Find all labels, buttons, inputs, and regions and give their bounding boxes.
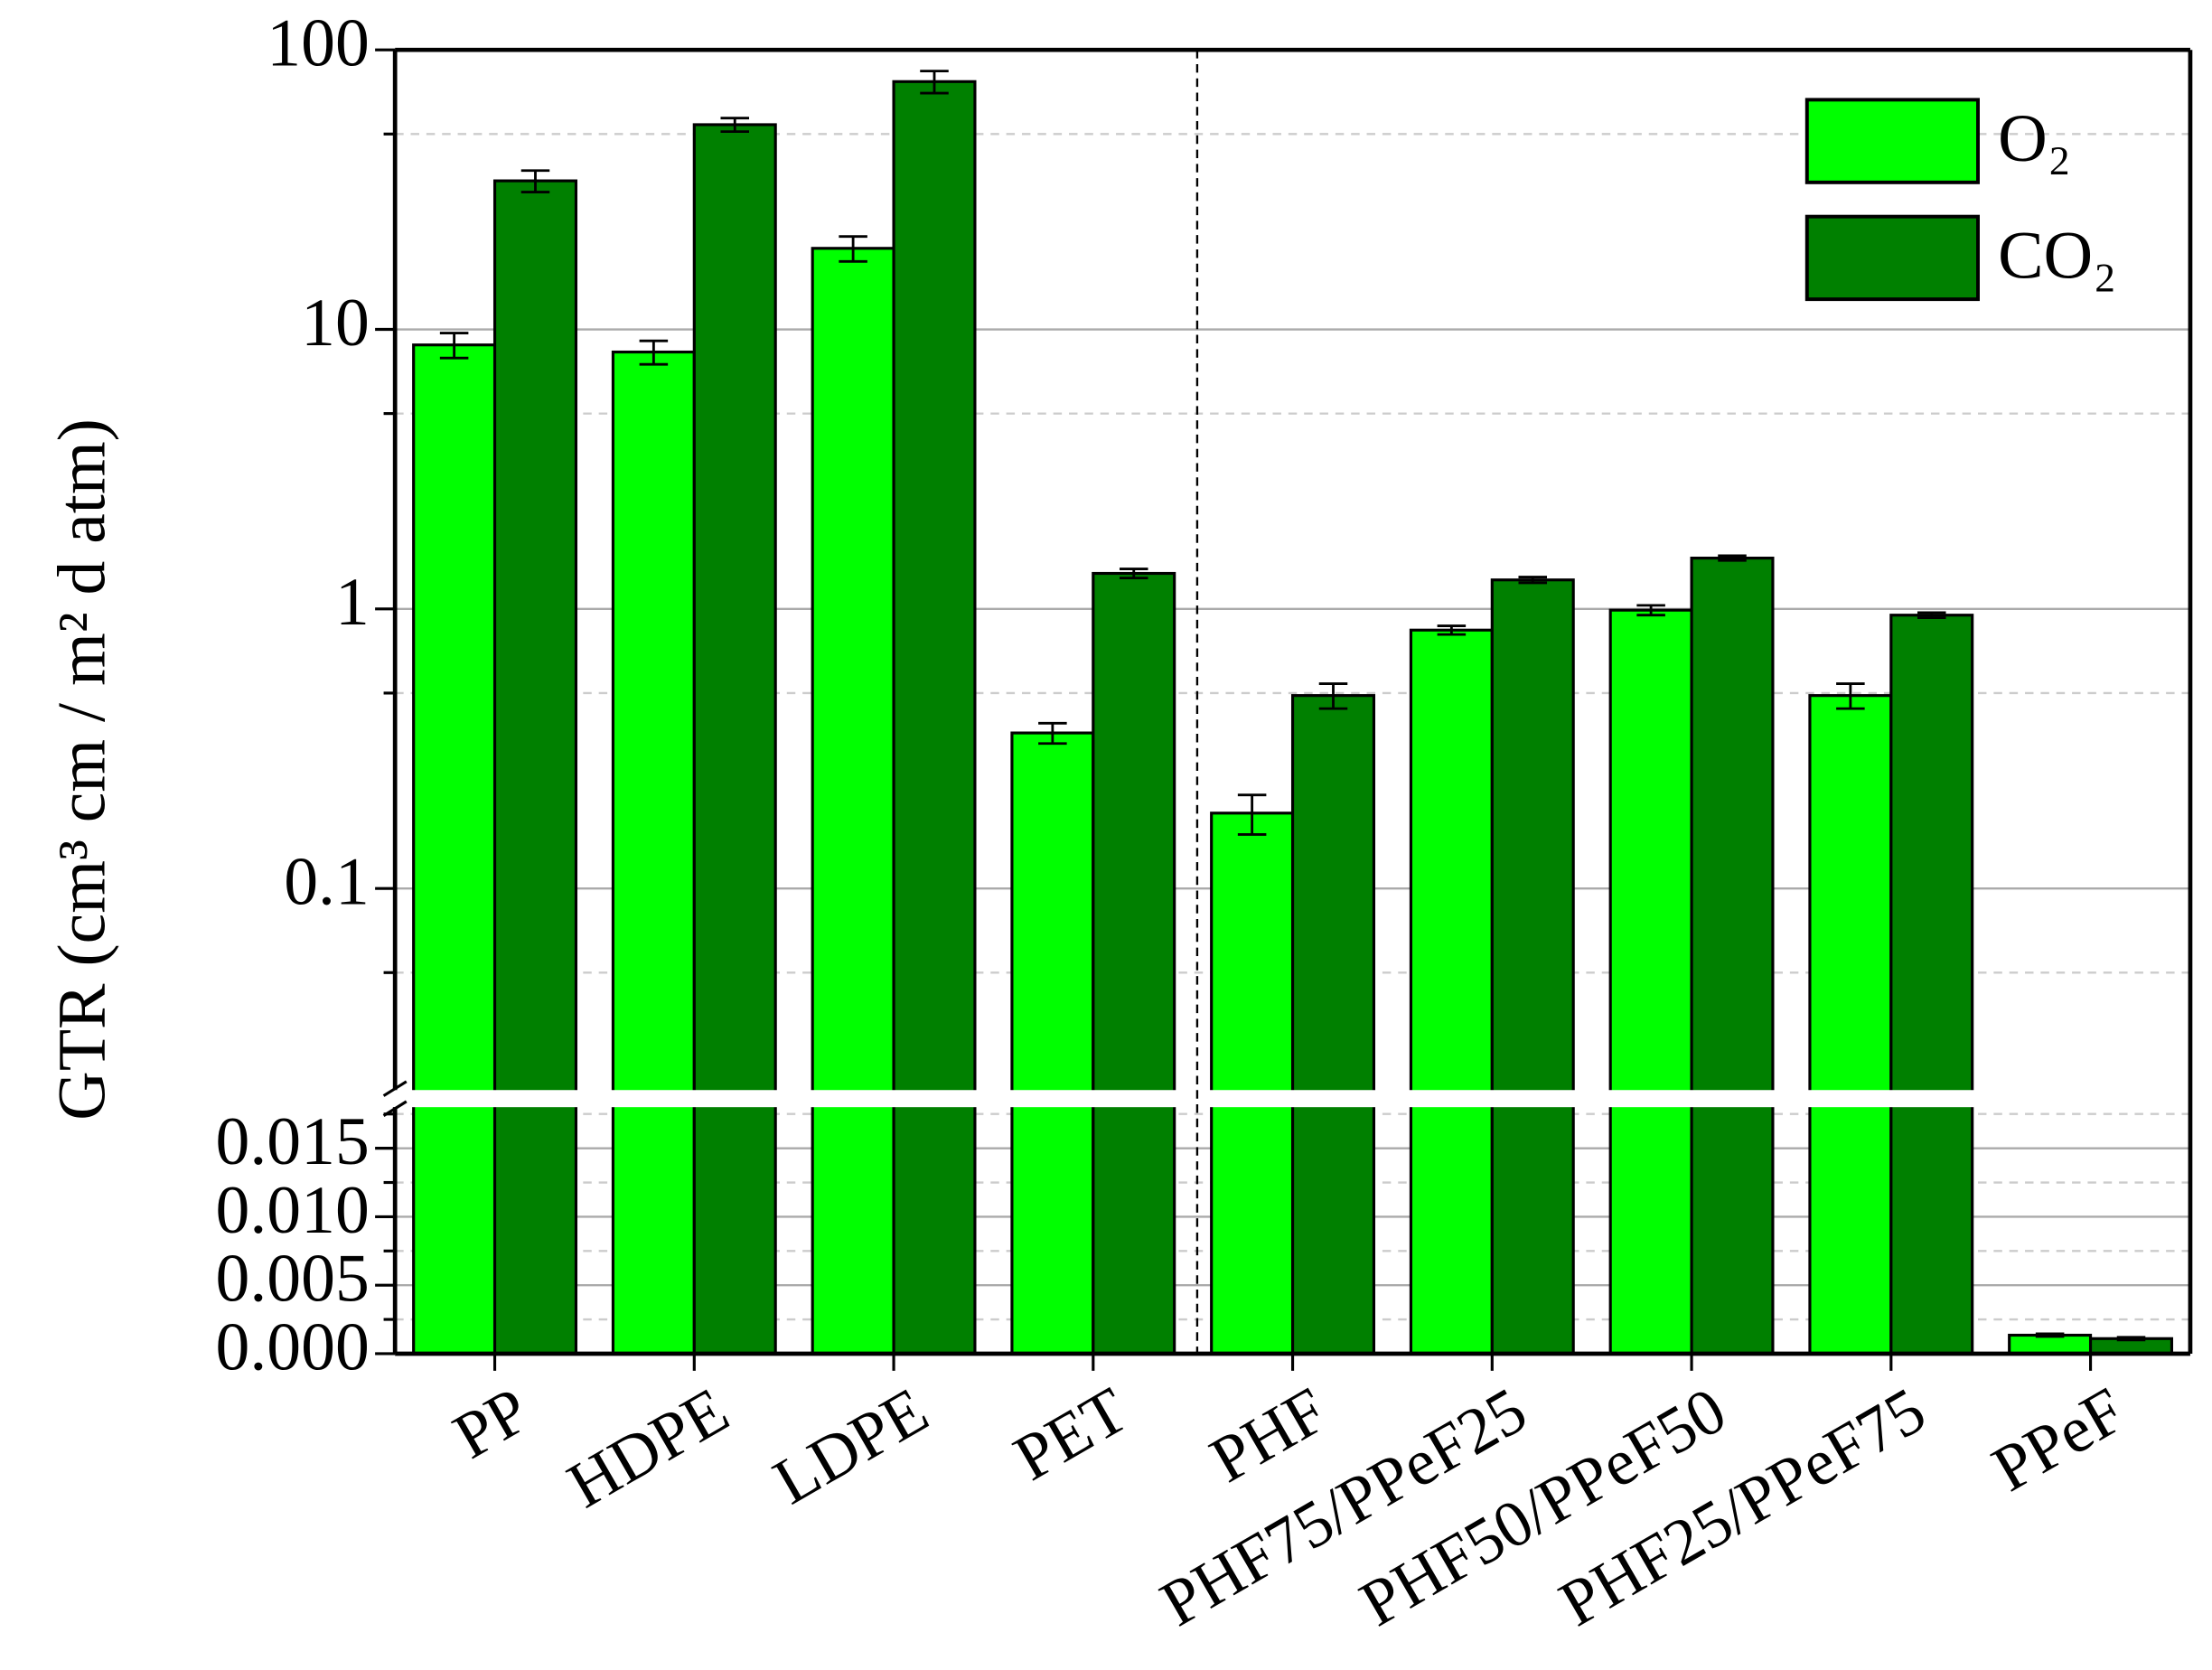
error-bar: [720, 117, 750, 134]
bar: [1808, 694, 1893, 1356]
y-tick-label: 0.010: [216, 1173, 370, 1248]
error-bar: [920, 70, 949, 95]
error-bar: [1636, 604, 1665, 617]
error-bar: [1917, 611, 1946, 619]
y-tick-label: 0.1: [284, 845, 370, 920]
error-bar: [1518, 576, 1548, 585]
legend-label: O₂: [1998, 101, 2071, 176]
bar: [811, 247, 895, 1356]
bar: [1690, 557, 1775, 1356]
y-tick-label: 100: [267, 6, 370, 81]
error-bar: [1437, 624, 1467, 636]
error-bar: [2035, 1332, 2065, 1338]
error-bar: [1318, 682, 1348, 710]
bar: [1608, 608, 1693, 1356]
y-tick-label: 0.015: [216, 1104, 370, 1179]
legend-swatch: [1804, 214, 1980, 302]
error-bar: [1836, 682, 1865, 710]
bar: [492, 179, 578, 1356]
legend-swatch: [1804, 98, 1980, 184]
bar: [1092, 571, 1176, 1356]
x-tick-label: PPeF: [1980, 1373, 2136, 1506]
y-tick-label: 0.000: [216, 1309, 370, 1384]
x-tick-label: LDPE: [762, 1373, 941, 1518]
error-bar: [1237, 793, 1267, 836]
axis-break: [366, 1090, 2188, 1108]
x-tick-label: PET: [1002, 1373, 1139, 1495]
bar: [692, 123, 777, 1356]
x-tick-label: HDPE: [556, 1373, 741, 1522]
bar: [412, 343, 497, 1356]
bar: [1409, 628, 1494, 1356]
error-bar: [639, 339, 669, 366]
error-bar: [839, 235, 867, 263]
bar: [1490, 578, 1575, 1356]
y-tick-label: 10: [301, 286, 370, 361]
bar: [2008, 1333, 2093, 1356]
error-bar: [1119, 568, 1148, 580]
error-bar: [2116, 1336, 2146, 1342]
error-bar: [1718, 554, 1747, 562]
bar: [1889, 614, 1974, 1356]
y-tick-label: 0.005: [216, 1242, 370, 1317]
bar: [1290, 694, 1376, 1356]
bar: [1210, 812, 1295, 1356]
error-bar: [1038, 721, 1067, 746]
y-tick-label: 1: [335, 565, 370, 640]
bar: [892, 80, 977, 1356]
error-bar: [439, 332, 469, 360]
y-axis-label: GTR (cm³ cm / m² d atm): [45, 418, 120, 1121]
bar: [611, 350, 696, 1356]
bar: [1010, 731, 1095, 1356]
x-tick-label: PP: [441, 1373, 540, 1472]
legend-label: CO₂: [1998, 219, 2117, 294]
error-bar: [520, 169, 550, 193]
